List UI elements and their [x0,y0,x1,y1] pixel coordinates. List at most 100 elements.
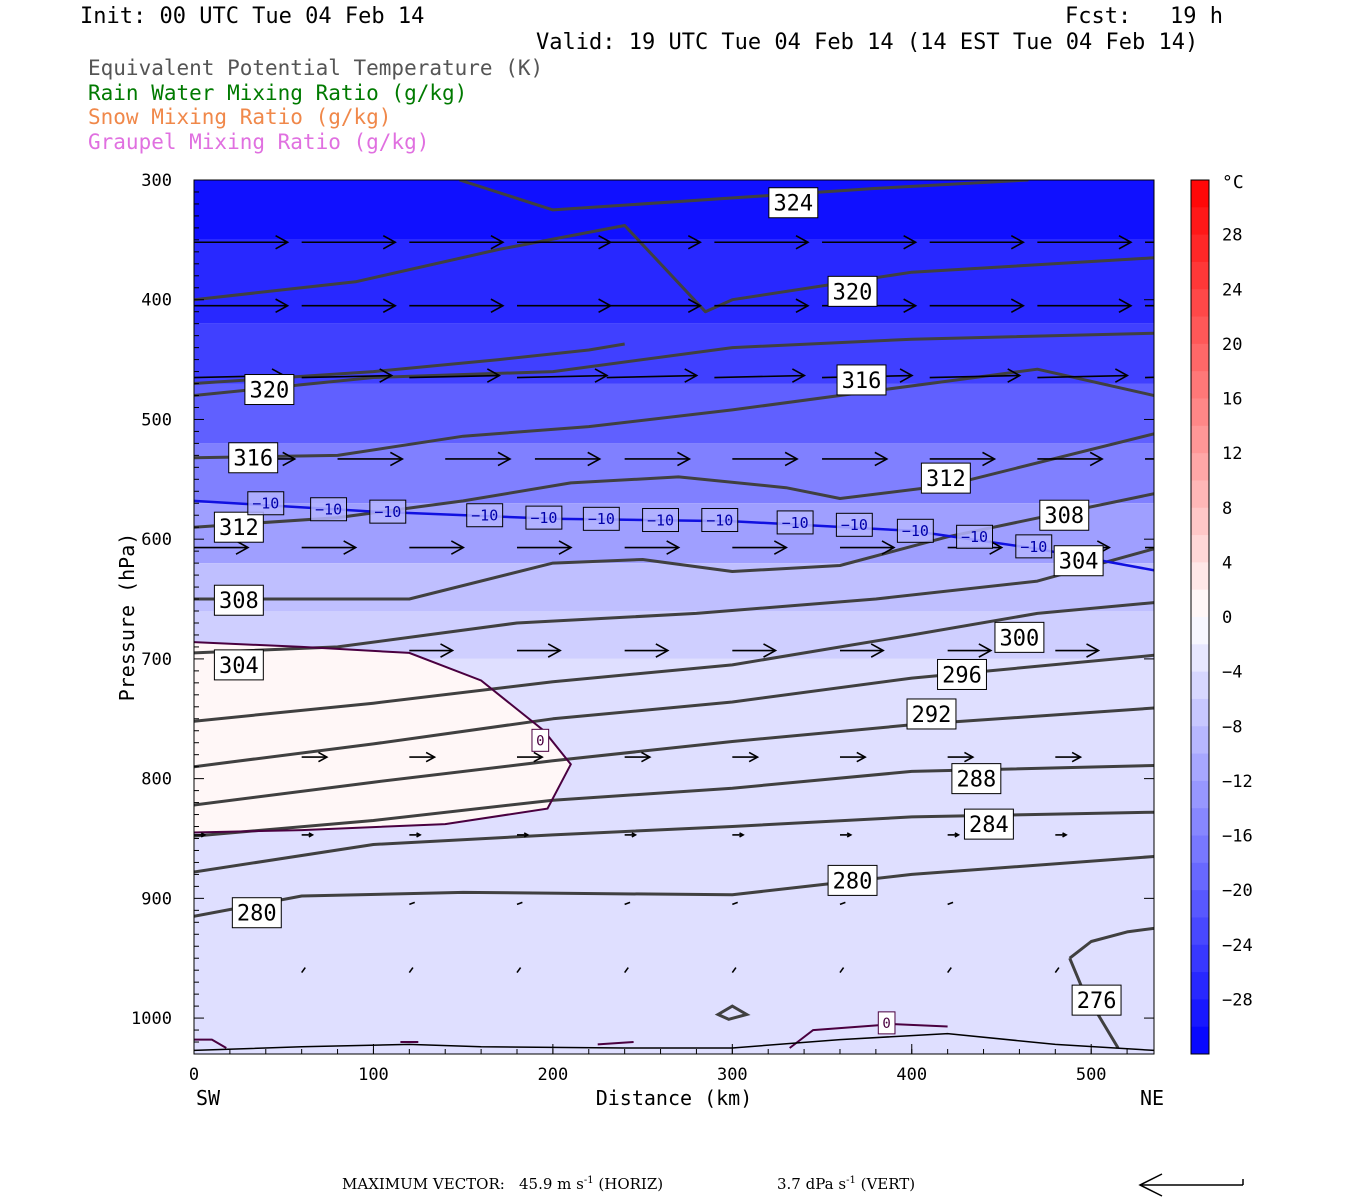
colorbar-tick-label: −12 [1222,772,1253,792]
temperature-band [194,443,1154,504]
svg-text:−10: −10 [961,528,988,546]
theta-e-label: 304 [1053,545,1104,577]
wind-vector [445,451,512,467]
wind-vector [516,751,544,763]
wind-vector [929,298,1025,314]
x-tick-label: 500 [1076,1065,1107,1085]
wind-vector [1037,368,1130,383]
wind-vector [839,832,853,838]
wind-vector [732,751,760,763]
legend-theta-e: Equivalent Potential Temperature (K) [88,56,544,80]
colorbar-swatch [1191,808,1209,836]
x-end-left: SW [196,1086,221,1110]
wind-vector [301,967,306,974]
svg-text:−10: −10 [902,522,929,540]
wind-vector [1037,451,1104,467]
wind-vector [606,368,699,383]
wind-vector [409,298,505,314]
legend-graupel: Graupel Mixing Ratio (g/kg) [88,130,430,154]
colorbar-swatch [1191,617,1209,645]
wind-vector [839,540,896,555]
surface-zero-isotherm [597,1041,634,1046]
wind-vector [929,451,997,467]
svg-text:320: 320 [833,280,873,305]
svg-text:316: 316 [842,369,882,394]
wind-vector [624,451,692,467]
colorbar-swatch [1191,453,1209,481]
wind-vector [822,234,918,250]
wind-vector [732,832,745,838]
wind-vector [409,643,455,658]
temperature-band [194,611,1154,659]
forecast-hour: 19 h [1170,4,1223,29]
wind-vector [301,540,358,555]
colorbar-tick-label: 8 [1222,499,1232,519]
wind-vector [409,751,437,763]
wind-vector [839,967,845,974]
svg-text:304: 304 [1059,550,1099,575]
colorbar-tick-label: −20 [1222,881,1253,901]
max-vector-vert: 3.7 dPa s-1 (VERT) [777,1175,916,1193]
wind-vector [301,832,315,838]
colorbar-tick-label: −24 [1222,936,1253,956]
theta-e-label: 296 [937,658,987,690]
y-tick-label: 600 [141,530,172,550]
wind-vector [1037,234,1133,250]
temperature-band [194,383,1154,444]
svg-text:280: 280 [833,869,873,894]
minus10-label: −10 [835,512,873,537]
colorbar-swatch [1191,589,1209,618]
colorbar-swatch [1191,862,1209,891]
x-tick-label: 400 [896,1065,927,1085]
svg-text:312: 312 [926,467,966,492]
wind-vector [1145,376,1154,379]
x-tick-label: 100 [358,1065,389,1085]
wind-vector [822,451,889,467]
svg-text:−10: −10 [471,507,498,525]
colorbar-swatch [1191,698,1209,727]
wind-vector [624,540,681,555]
svg-text:288: 288 [956,768,996,793]
x-tick-label: 200 [538,1065,569,1085]
colorbar-swatch [1191,234,1209,263]
theta-e-contour-324 [459,180,1029,212]
colorbar-swatch [1191,562,1209,591]
minus10-label: −10 [956,524,994,549]
wind-vector [516,368,609,383]
wind-vector [714,234,810,250]
colorbar-frame [1190,179,1210,1055]
init-time: Init: 00 UTC Tue 04 Feb 14 [80,4,425,29]
theta-e-label: 312 [920,462,971,494]
theta-e-label: 316 [836,364,887,396]
theta-e-contour-276 [1068,926,1154,960]
wind-vector [947,832,961,838]
colorbar-swatch [1191,180,1209,208]
theta-e-label: 312 [213,511,264,543]
svg-text:300: 300 [1000,626,1040,651]
wind-vector [409,540,465,555]
y-tick-label: 1000 [131,1009,172,1029]
colorbar-swatch [1191,835,1209,864]
colorbar-tick-label: −16 [1222,827,1253,847]
svg-text:−10: −10 [841,516,868,534]
colorbar-swatch [1191,480,1209,509]
wind-vector [409,901,416,906]
svg-text:−10: −10 [530,509,557,527]
colorbar-tick-label: 20 [1222,335,1242,355]
theta-e-contour-300 [194,601,1154,723]
svg-text:308: 308 [1044,504,1084,529]
wind-vector [946,967,952,974]
colorbar-swatch [1191,371,1209,399]
wind-vector [624,901,631,906]
theta-e-contour-320 [194,342,625,385]
y-tick-label: 900 [141,889,172,909]
svg-text:276: 276 [1077,989,1117,1014]
colorbar-swatch [1191,398,1209,427]
y-tick-label: 300 [141,171,172,191]
wind-vector [624,967,629,974]
wind-vector [516,832,530,838]
svg-text:−10: −10 [315,501,342,519]
minus10-label: −10 [776,510,814,535]
wind-vector [624,832,638,838]
minus10-label: −10 [247,491,285,516]
